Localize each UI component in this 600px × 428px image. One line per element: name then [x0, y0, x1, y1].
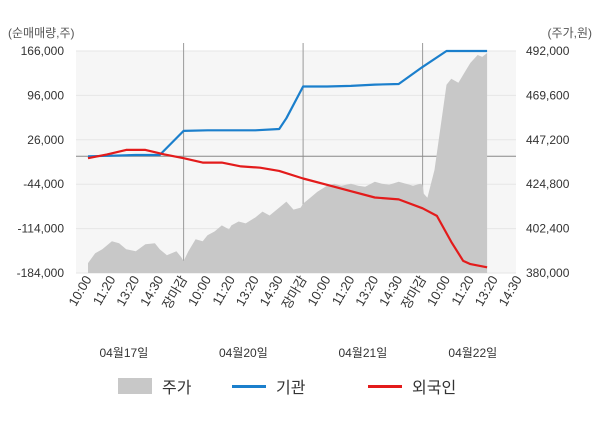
x-tick-label: 장마감 — [159, 273, 190, 312]
x-tick-label: 13:20 — [233, 273, 262, 309]
legend-label-institution: 기관 — [276, 380, 306, 397]
legend: 주가 기관 외국인 — [0, 372, 600, 400]
series-lines-layer — [87, 49, 488, 269]
right-axis-title: (주가,원) — [548, 26, 592, 40]
right-tick-label: 380,000 — [526, 266, 570, 280]
left-tick-label: 96,000 — [27, 88, 64, 102]
left-tick-label: -44,000 — [23, 177, 64, 191]
left-tick-label: -114,000 — [18, 222, 65, 236]
date-label: 04월20일 — [219, 346, 268, 360]
left-tick-label: 166,000 — [21, 44, 65, 58]
legend-label-foreign: 외국인 — [412, 380, 457, 397]
x-tick-label: 10:00 — [424, 273, 453, 309]
x-tick-label: 13:20 — [472, 273, 501, 309]
date-label: 04월17일 — [99, 346, 148, 360]
right-tick-label: 469,600 — [526, 88, 570, 102]
x-tick-label: 14:30 — [496, 273, 525, 309]
legend-swatch-institution — [232, 384, 266, 388]
right-tick-label: 492,000 — [526, 44, 570, 58]
right-tick-label: 447,200 — [526, 133, 570, 147]
left-tick-label: 26,000 — [27, 133, 64, 147]
right-axis-ticks: 492,000 469,600 447,200 424,800 402,400 380,0… — [526, 44, 570, 280]
x-tick-label: 장마감 — [279, 273, 310, 312]
legend-swatch-foreign — [368, 384, 402, 388]
right-tick-label: 402,400 — [526, 222, 570, 236]
left-axis-ticks: 166,000 96,000 26,000 -44,000 -114,000 -184,0… — [17, 44, 65, 280]
x-tick-label: 10:00 — [304, 273, 333, 309]
legend-item-institution: 기관 — [232, 372, 305, 400]
series-area-price — [88, 53, 488, 273]
x-tick-label: 10:00 — [65, 273, 94, 309]
date-label: 04월21일 — [338, 346, 387, 360]
x-tick-label: 장마감 — [398, 273, 429, 312]
left-tick-label: -184,000 — [17, 266, 65, 280]
legend-item-foreign: 외국인 — [368, 372, 456, 400]
date-label: 04월22일 — [448, 346, 497, 360]
price-area-layer — [88, 53, 488, 273]
x-axis-ticks: 10:0011:2013:2014:30장마감10:0011:2013:2014… — [65, 273, 524, 312]
x-tick-label: 10:00 — [185, 273, 214, 309]
legend-item-price: 주가 — [118, 372, 191, 400]
x-tick-label: 13:20 — [352, 273, 381, 309]
legend-swatch-price — [118, 378, 152, 394]
right-tick-label: 424,800 — [526, 177, 570, 191]
legend-label-price: 주가 — [162, 380, 192, 397]
date-labels: 04월17일 04월20일 04월21일 04월22일 — [99, 346, 497, 360]
x-tick-label: 13:20 — [113, 273, 142, 309]
series-line-foreign — [87, 148, 488, 269]
left-axis-title: (순매매량,주) — [8, 26, 75, 40]
series-line-institution — [87, 49, 488, 158]
